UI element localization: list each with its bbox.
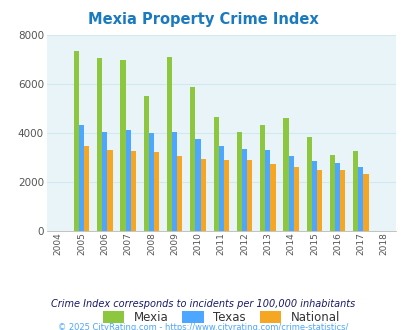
Bar [74,50,79,231]
Bar [97,58,102,231]
Bar [264,150,270,231]
Bar [362,174,368,231]
Bar [283,118,288,231]
Text: Crime Index corresponds to incidents per 100,000 inhabitants: Crime Index corresponds to incidents per… [51,299,354,309]
Bar [125,130,130,231]
Text: Mexia Property Crime Index: Mexia Property Crime Index [87,12,318,26]
Bar [107,149,112,231]
Bar [195,139,200,231]
Bar [236,132,241,231]
Bar [223,160,228,231]
Bar [329,155,334,231]
Bar [270,163,275,231]
Bar [358,167,362,231]
Bar [143,96,149,231]
Bar [190,87,195,231]
Bar [200,159,205,231]
Bar [339,170,345,231]
Bar [213,117,218,231]
Bar [177,156,182,231]
Bar [79,125,84,231]
Bar [130,151,136,231]
Bar [166,57,172,231]
Bar [316,170,321,231]
Bar [247,160,252,231]
Bar [102,132,107,231]
Bar [241,149,247,231]
Bar [293,167,298,231]
Legend: Mexia, Texas, National: Mexia, Texas, National [99,308,343,328]
Bar [352,151,358,231]
Bar [149,133,153,231]
Bar [260,125,264,231]
Bar [288,156,293,231]
Bar [334,163,339,231]
Bar [218,146,223,231]
Bar [311,161,316,231]
Text: © 2025 CityRating.com - https://www.cityrating.com/crime-statistics/: © 2025 CityRating.com - https://www.city… [58,323,347,330]
Bar [306,137,311,231]
Bar [153,152,159,231]
Bar [84,146,89,231]
Bar [172,132,177,231]
Bar [120,60,125,231]
